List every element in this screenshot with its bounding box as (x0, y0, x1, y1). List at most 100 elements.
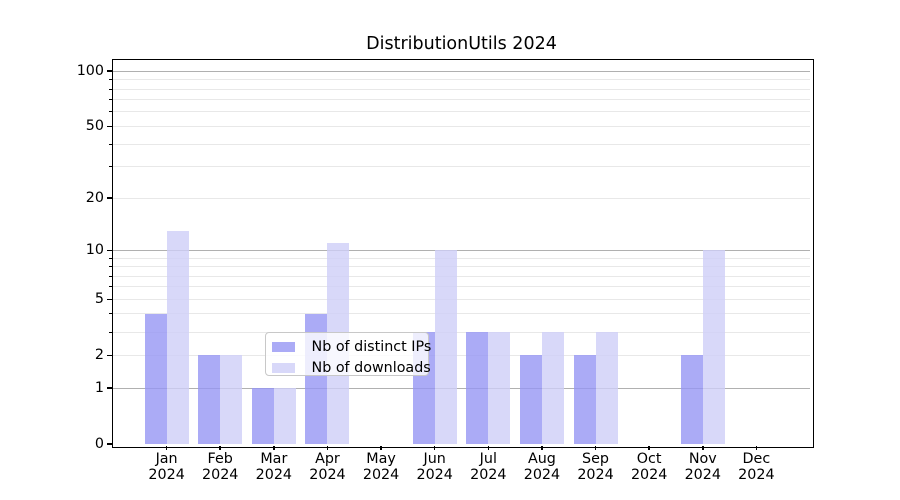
minor-gridline (113, 354, 810, 356)
y-minor-tick-mark (109, 331, 112, 333)
x-tick-mark (755, 445, 758, 450)
bar-distinct-ips (198, 355, 221, 444)
x-label-year: 2024 (202, 466, 239, 483)
x-tick-label: Aug 2024 (510, 451, 574, 483)
minor-gridline (113, 298, 810, 300)
y-minor-tick-mark (109, 111, 112, 113)
y-tick-label: 10 (85, 242, 104, 259)
x-label-month: Dec (742, 451, 771, 467)
x-label-month: Jul (479, 451, 497, 467)
y-tick-mark (107, 443, 112, 445)
minor-gridline (113, 88, 810, 90)
minor-gridline (113, 197, 810, 199)
minor-gridline (113, 166, 810, 168)
x-label-year: 2024 (523, 466, 561, 483)
y-minor-tick-mark (109, 143, 112, 145)
x-label-year: 2024 (309, 466, 346, 483)
x-tick-label: Mar 2024 (242, 451, 306, 483)
y-tick-mark (107, 387, 112, 389)
x-label-month: Mar (260, 451, 288, 467)
x-tick-mark (165, 445, 168, 450)
x-tick-label: Nov 2024 (671, 451, 735, 483)
minor-gridline (113, 257, 810, 259)
major-gridline (113, 387, 810, 389)
x-tick-mark (541, 445, 543, 450)
x-tick-mark (487, 445, 490, 450)
bar-distinct-ips (519, 355, 542, 444)
x-label-month: May (366, 451, 396, 467)
y-tick-label: 50 (85, 118, 104, 135)
x-label-month: Feb (207, 451, 233, 467)
y-minor-tick-mark (109, 166, 112, 168)
x-label-year: 2024 (738, 466, 775, 483)
x-tick-label: Jan 2024 (135, 451, 199, 483)
x-label-year: 2024 (362, 466, 400, 483)
y-tick-mark (107, 125, 112, 128)
x-tick-label: Apr 2024 (295, 451, 359, 483)
x-tick-label: Sep 2024 (564, 451, 628, 483)
minor-gridline (113, 79, 810, 81)
x-label-year: 2024 (470, 466, 507, 483)
minor-gridline (113, 99, 810, 101)
x-label-month: Sep (582, 451, 609, 467)
minor-gridline (113, 125, 810, 127)
x-tick-mark (219, 445, 221, 450)
x-tick-mark (433, 445, 436, 450)
y-minor-tick-mark (109, 79, 112, 81)
x-tick-label: May 2024 (349, 451, 413, 483)
bar-downloads (488, 332, 511, 444)
y-tick-mark (107, 197, 112, 199)
y-minor-tick-mark (109, 99, 112, 101)
y-tick-label: 1 (94, 380, 104, 396)
legend-swatch-downloads (271, 363, 295, 373)
plot-area (113, 60, 810, 444)
bar-downloads (595, 332, 618, 444)
x-tick-mark (594, 445, 597, 450)
x-tick-label: Jun 2024 (403, 451, 467, 483)
bar-distinct-ips (466, 332, 489, 444)
x-label-year: 2024 (577, 466, 614, 483)
x-tick-mark (702, 445, 704, 450)
y-tick-mark (107, 70, 112, 72)
x-tick-label: Dec 2024 (724, 451, 788, 483)
x-label-month: Oct (636, 451, 662, 467)
x-label-month: Apr (315, 451, 340, 467)
x-tick-mark (326, 445, 329, 450)
legend-item: Nb of downloads (266, 358, 431, 379)
legend-item: Nb of distinct IPs (266, 337, 431, 358)
y-minor-tick-mark (109, 286, 112, 288)
x-tick-label: Jul 2024 (456, 451, 520, 483)
x-label-month: Nov (688, 451, 717, 467)
legend-swatch-distinct-ips (271, 342, 295, 352)
x-label-year: 2024 (148, 466, 185, 483)
bar-downloads (166, 230, 189, 444)
bar-downloads (220, 355, 243, 444)
y-tick-label: 5 (94, 291, 104, 308)
x-label-year: 2024 (684, 466, 721, 483)
x-tick-mark (380, 445, 382, 450)
y-minor-tick-mark (109, 313, 112, 315)
x-label-year: 2024 (416, 466, 453, 483)
y-tick-label: 0 (94, 436, 104, 452)
y-minor-tick-mark (109, 275, 112, 277)
bar-downloads (702, 250, 725, 444)
minor-gridline (113, 313, 810, 315)
y-tick-label: 100 (76, 63, 104, 80)
minor-gridline (113, 286, 810, 288)
y-minor-tick-mark (109, 88, 112, 90)
x-label-month: Jun (423, 451, 446, 467)
y-minor-tick-mark (109, 257, 112, 259)
major-gridline (113, 70, 810, 72)
bar-downloads (541, 332, 564, 444)
major-gridline (113, 249, 810, 251)
y-tick-mark (107, 354, 112, 356)
y-tick-mark (107, 298, 112, 300)
x-tick-label: Oct 2024 (617, 451, 681, 483)
bar-distinct-ips (573, 355, 596, 444)
legend-item-label: Nb of distinct IPs (311, 338, 432, 355)
y-tick-label: 20 (85, 190, 104, 207)
x-tick-label: Feb 2024 (188, 451, 252, 483)
x-label-month: Jan (155, 451, 178, 467)
y-tick-mark (107, 249, 112, 252)
